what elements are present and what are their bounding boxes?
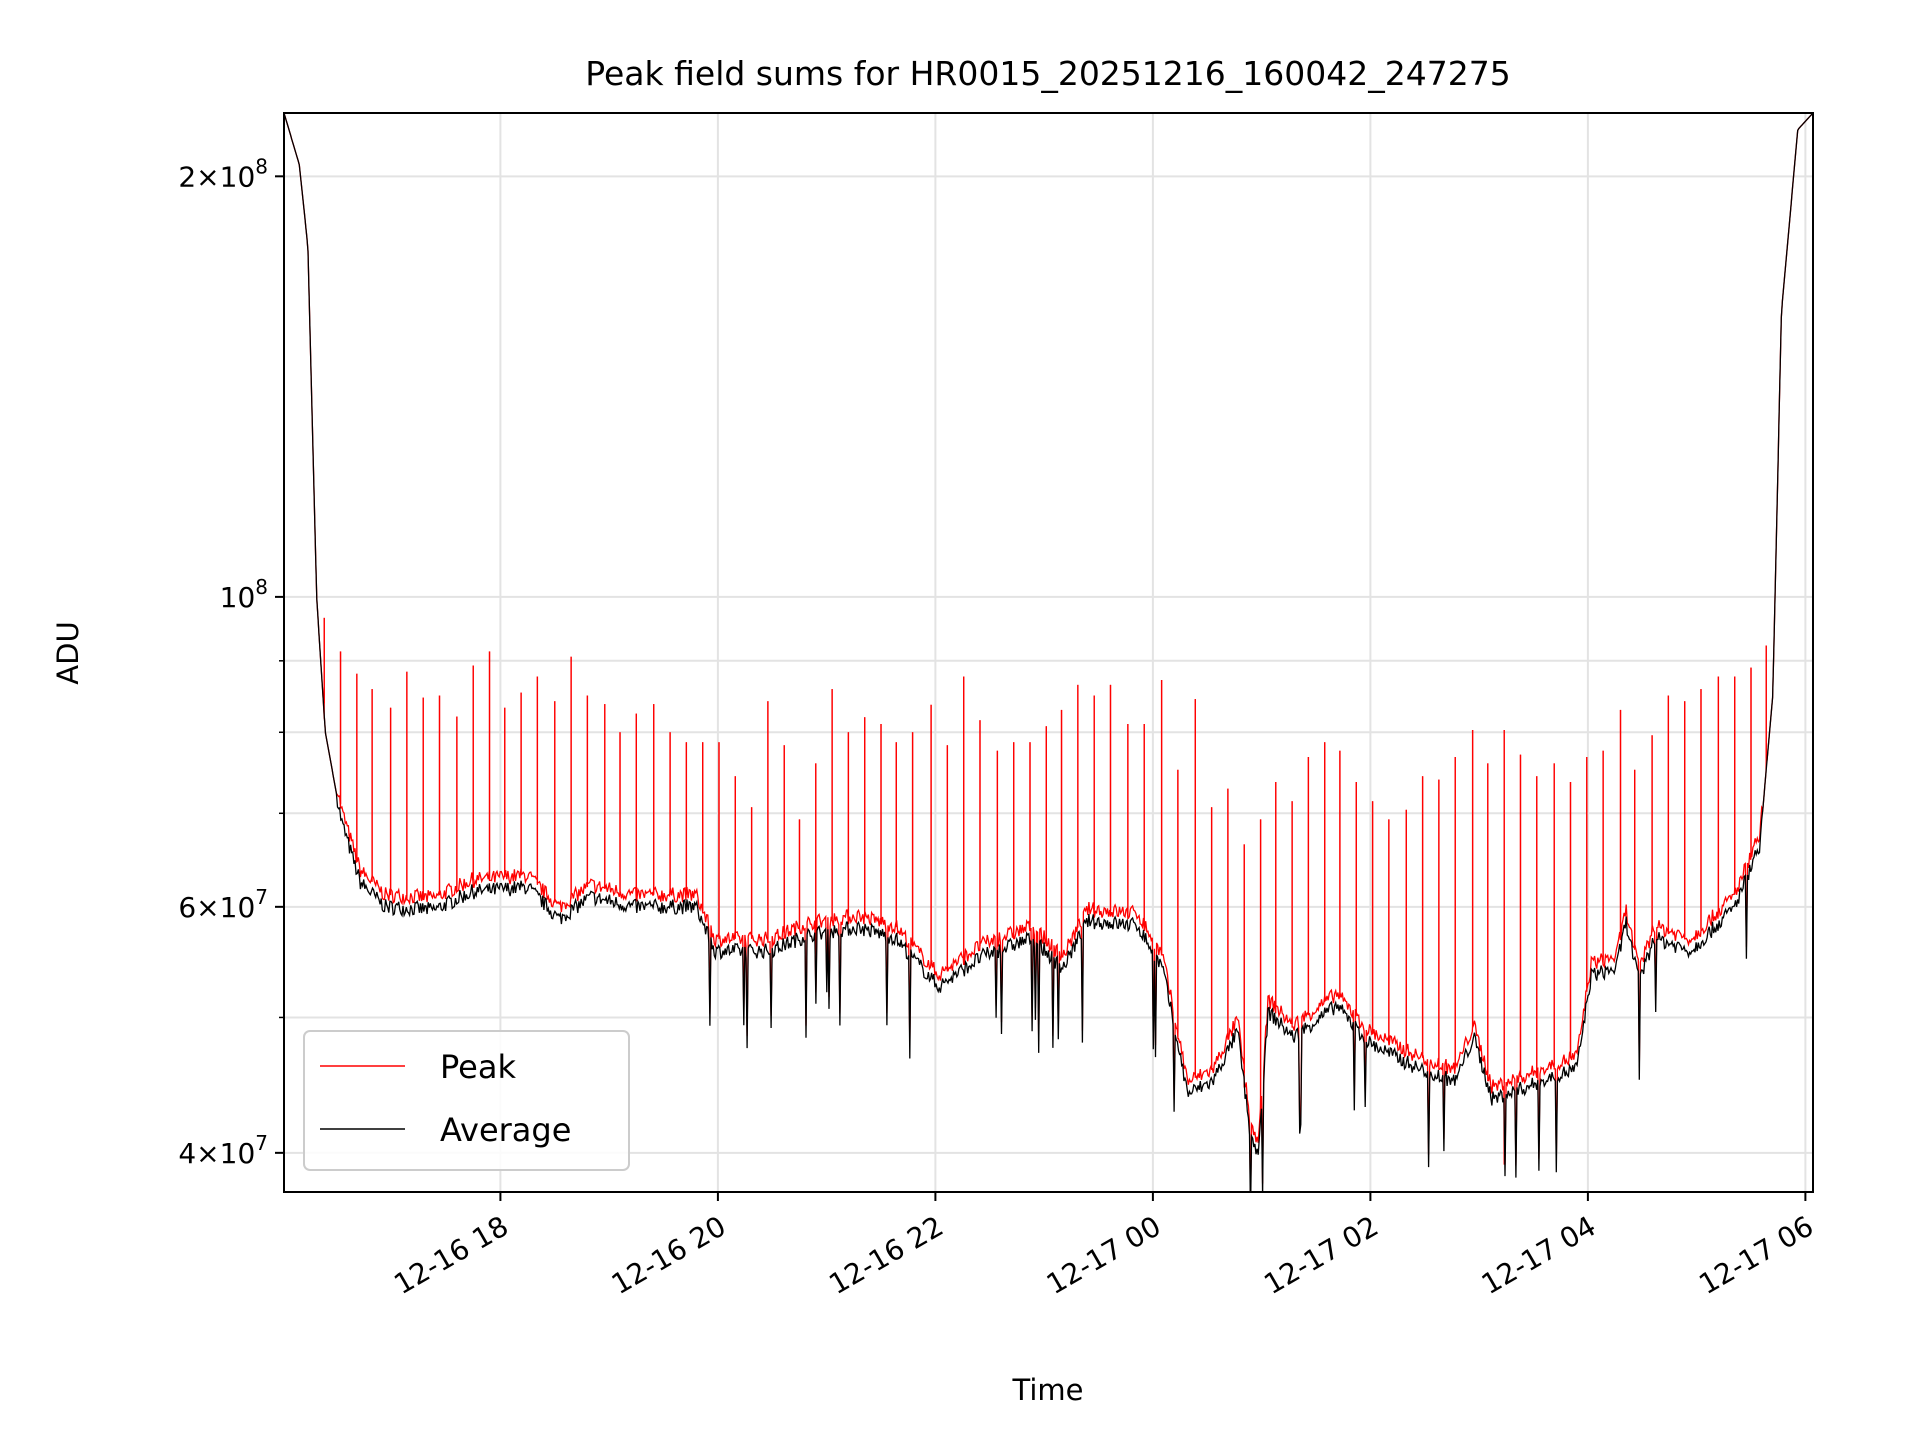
y-tick-label: 2×108 <box>178 154 268 193</box>
plot-lines <box>284 113 1813 1192</box>
y-tick-label: 108 <box>220 575 268 614</box>
y-tick-label: 4×107 <box>178 1131 268 1170</box>
x-axis-label: Time <box>1012 1373 1084 1407</box>
legend-peak-label: Peak <box>440 1048 516 1086</box>
chart-title: Peak field sums for HR0015_20251216_1600… <box>585 54 1510 93</box>
axes-frame <box>283 112 1814 1193</box>
y-axis-label: ADU <box>51 621 85 684</box>
average-line <box>284 113 1813 1192</box>
legend: Peak Average <box>303 1030 630 1171</box>
legend-average-label: Average <box>440 1111 571 1149</box>
peak-line <box>284 113 1813 1192</box>
y-tick-label: 6×107 <box>178 885 268 924</box>
